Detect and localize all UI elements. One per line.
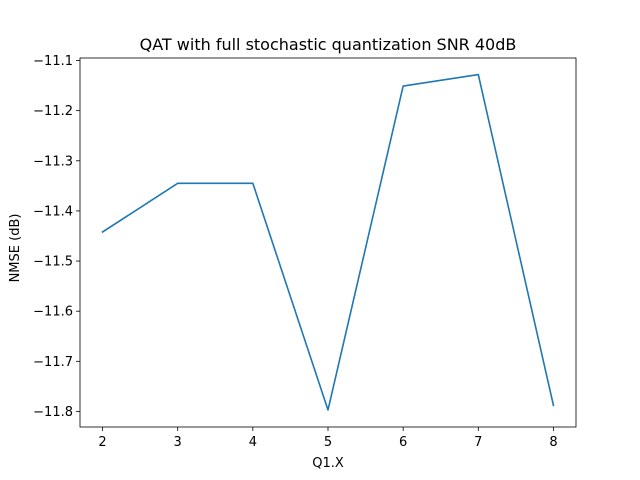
- x-axis-title: Q1.X: [312, 456, 344, 471]
- x-tick-label: 2: [98, 435, 106, 450]
- y-tick-label: −11.2: [33, 104, 73, 119]
- x-tick-label: 4: [249, 435, 257, 450]
- plot-frame: [79, 57, 577, 428]
- y-tick-label: −11.3: [33, 154, 73, 169]
- x-tick-label: 5: [324, 435, 332, 450]
- y-tick-label: −11.1: [33, 54, 73, 69]
- y-tick-label: −11.5: [33, 255, 73, 270]
- y-tick-label: −11.8: [33, 405, 73, 420]
- x-tick-label: 3: [174, 435, 182, 450]
- y-tick-label: −11.6: [33, 305, 73, 320]
- series-line: [101, 73, 555, 411]
- chart-title: QAT with full stochastic quantization SN…: [140, 35, 517, 54]
- y-tick-label: −11.4: [33, 204, 73, 219]
- x-tick-label: 6: [399, 435, 407, 450]
- y-tick-label: −11.7: [33, 355, 73, 370]
- y-axis-title: NMSE (dB): [8, 214, 23, 283]
- x-tick-label: 7: [474, 435, 482, 450]
- plot-area: 2 3 4 5 6 7 8 −11.1 −11.2 −11.3 −11.4 −11.5 −11.6 −11…: [33, 54, 577, 450]
- x-tick-label: 8: [549, 435, 557, 450]
